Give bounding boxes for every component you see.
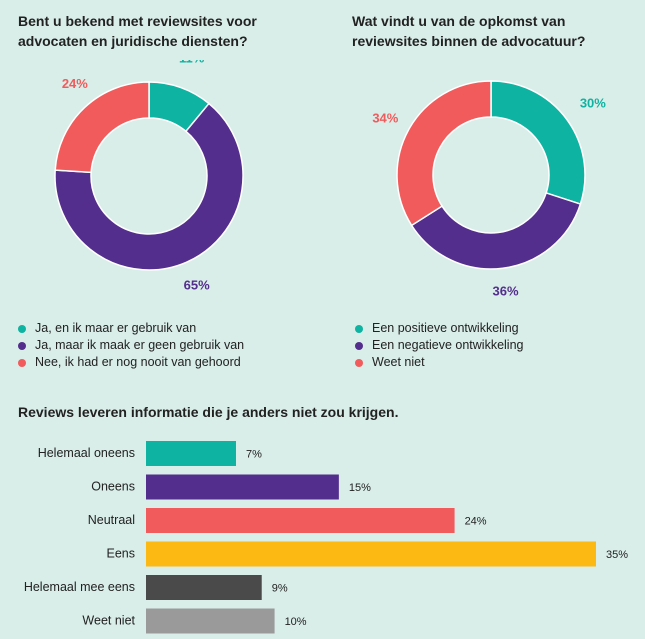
donut-chart-1-legend: Ja, en ik maar er gebruik van Ja, maar ik…	[18, 320, 244, 371]
legend-item: Weet niet	[355, 354, 524, 371]
donut-1-label: 11%	[179, 60, 205, 66]
legend-item: Ja, en ik maar er gebruik van	[18, 320, 244, 337]
donut-2-label: 34%	[372, 111, 398, 126]
bar-category-label: Helemaal mee eens	[24, 580, 135, 594]
donut-chart-2: 30% 36% 34%	[372, 80, 606, 299]
bar	[146, 441, 236, 466]
legend-item: Een negatieve ontwikkeling	[355, 337, 524, 354]
bar	[146, 541, 596, 567]
donut-2-label: 36%	[493, 284, 519, 299]
bar	[146, 508, 455, 533]
bar-chart: Helemaal oneens 7% Oneens 15% Neutraal 24% Een…	[24, 441, 628, 634]
bar-category-label: Neutraal	[88, 513, 135, 527]
legend-label: Nee, ik had er nog nooit van gehoord	[35, 355, 241, 369]
bar-value-label: 9%	[272, 582, 288, 594]
bar-value-label: 35%	[606, 549, 628, 561]
donut-chart-2-title: Wat vindt u van de opkomst van reviewsit…	[352, 13, 586, 49]
legend-dot-icon	[18, 358, 26, 367]
donut-1-label: 24%	[62, 76, 88, 91]
bar-category-label: Weet niet	[82, 613, 135, 627]
legend-item: Ja, maar ik maak er geen gebruik van	[18, 337, 244, 354]
legend-dot-icon	[355, 324, 363, 333]
donut-chart-2-legend: Een positieve ontwikkeling Een negatieve …	[355, 320, 524, 371]
bar-chart-title: Reviews leveren informatie die je anders…	[18, 404, 399, 420]
donut-2-label: 30%	[580, 95, 606, 110]
bar-value-label: 10%	[285, 616, 307, 628]
donut-1-label: 65%	[184, 278, 210, 293]
legend-item: Nee, ik had er nog nooit van gehoord	[18, 354, 244, 371]
donut-1-slice	[54, 102, 244, 271]
legend-dot-icon	[355, 358, 363, 367]
legend-label: Weet niet	[372, 355, 425, 369]
legend-label: Een negatieve ontwikkeling	[372, 338, 524, 352]
bar-value-label: 15%	[349, 482, 371, 494]
legend-dot-icon	[18, 341, 26, 350]
bar-value-label: 24%	[465, 515, 487, 527]
donut-chart-1-title: Bent u bekend met reviewsites voor advoc…	[18, 13, 257, 49]
bar	[146, 474, 339, 500]
bar-category-label: Helemaal oneens	[38, 446, 135, 460]
legend-label: Ja, maar ik maak er geen gebruik van	[35, 338, 245, 352]
donut-2-slice	[490, 80, 586, 205]
legend-dot-icon	[18, 324, 26, 333]
legend-item: Een positieve ontwikkeling	[355, 320, 524, 337]
bar-category-label: Eens	[107, 546, 136, 560]
legend-label: Ja, en ik maar er gebruik van	[35, 321, 197, 335]
bar-value-label: 7%	[246, 448, 262, 460]
bar	[146, 608, 275, 634]
bar	[146, 575, 262, 600]
bar-category-label: Oneens	[91, 479, 135, 493]
donut-2-slice	[410, 191, 582, 270]
donut-chart-1: 11% 65% 24%	[54, 60, 244, 293]
legend-label: Een positieve ontwikkeling	[372, 321, 519, 335]
donut-1-slice	[54, 81, 150, 174]
legend-dot-icon	[355, 341, 363, 350]
donut-2-slice	[396, 80, 492, 227]
